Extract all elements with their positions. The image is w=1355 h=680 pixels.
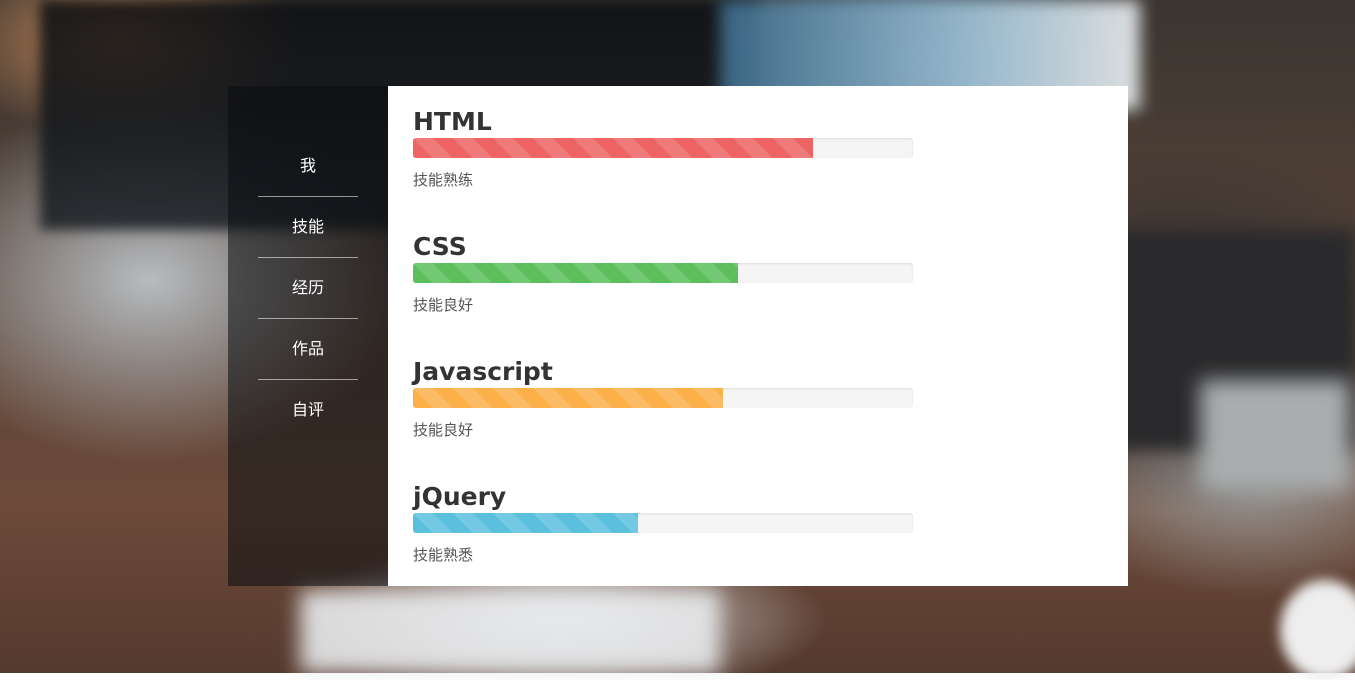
nav-item-self-evaluation[interactable]: 自评 — [291, 400, 324, 419]
skill-description: 技能熟练 — [413, 171, 474, 189]
progress-track — [413, 138, 913, 158]
progress-track — [413, 388, 913, 408]
skill-css: CSS 技能良好 — [413, 231, 1128, 356]
skill-title: jQuery — [413, 482, 507, 511]
nav-item-me[interactable]: 我 — [258, 136, 358, 197]
progress-fill — [413, 263, 738, 283]
resume-card: 我 技能 经历 作品 自评 HTML 技能熟练 CSS 技能良好 Javascr… — [228, 86, 1128, 586]
progress-track — [413, 513, 913, 533]
sidebar-nav: 我 技能 经历 作品 自评 — [228, 86, 388, 586]
progress-fill — [413, 138, 813, 158]
nav-item-experience[interactable]: 经历 — [258, 258, 358, 319]
progress-track — [413, 263, 913, 283]
background-mouse — [1280, 580, 1355, 680]
skill-description: 技能良好 — [413, 296, 474, 314]
background-trackpad — [1200, 380, 1350, 490]
progress-fill — [413, 388, 723, 408]
skill-title: HTML — [413, 107, 492, 136]
skill-jquery: jQuery 技能熟悉 — [413, 481, 1128, 606]
skill-title: CSS — [413, 232, 467, 261]
skill-javascript: Javascript 技能良好 — [413, 356, 1128, 481]
skill-title: Javascript — [413, 357, 553, 386]
background-white-keyboard — [300, 590, 720, 673]
nav-item-skills[interactable]: 技能 — [258, 197, 358, 258]
nav-item-works[interactable]: 作品 — [258, 319, 358, 380]
progress-fill — [413, 513, 638, 533]
skill-html: HTML 技能熟练 — [413, 106, 1128, 231]
skills-panel: HTML 技能熟练 CSS 技能良好 Javascript 技能良好 jQuer… — [388, 86, 1128, 586]
skill-description: 技能熟悉 — [413, 546, 474, 564]
skill-description: 技能良好 — [413, 421, 474, 439]
